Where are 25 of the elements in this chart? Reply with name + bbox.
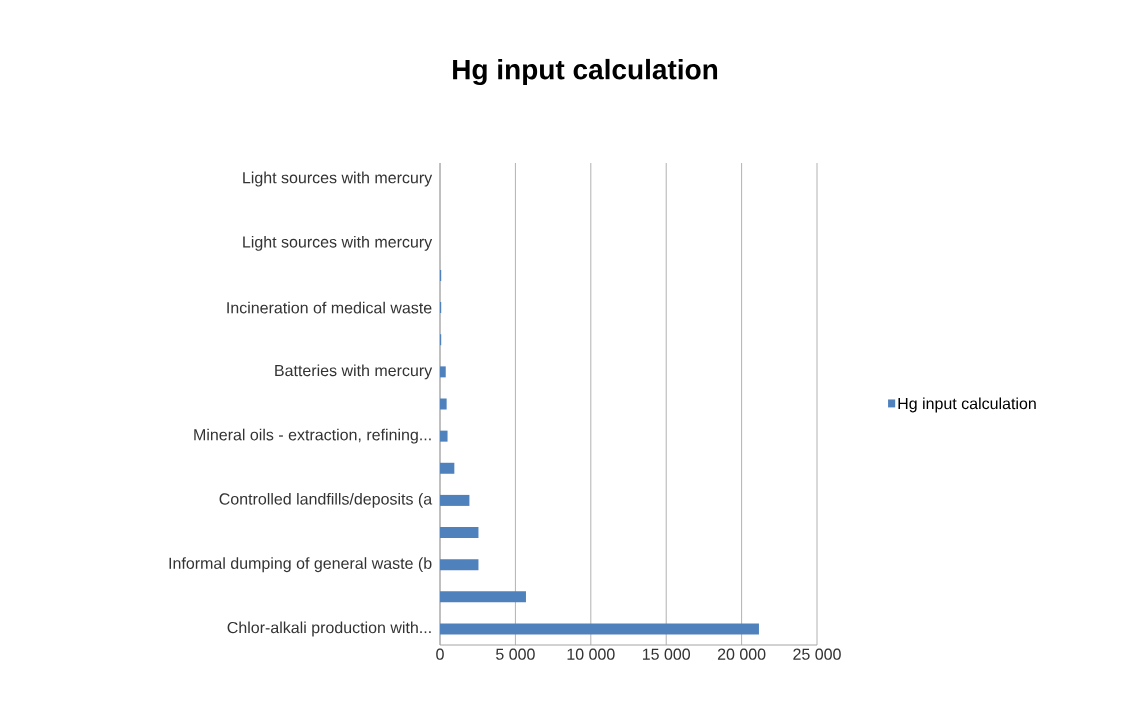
bar xyxy=(440,462,455,474)
y-tick-label: Controlled landfills/deposits (a xyxy=(219,492,433,508)
x-tick-label: 10 000 xyxy=(567,648,615,660)
y-tick-label: Mineral oils - extraction, refining... xyxy=(194,428,431,444)
x-tick-label: 0 xyxy=(436,648,444,660)
x-tick-label: 25 000 xyxy=(793,648,841,660)
bar xyxy=(440,559,479,571)
chart-title: Hg input calculation xyxy=(453,58,718,86)
x-tick-label: 5 000 xyxy=(496,648,535,660)
y-tick-label: Informal dumping of general waste (b xyxy=(169,557,432,573)
bar xyxy=(440,430,448,442)
bar xyxy=(440,527,479,539)
legend-label: Hg input calculation xyxy=(898,397,1036,413)
y-tick-label: Incineration of medical waste xyxy=(227,301,432,314)
bar xyxy=(440,623,759,635)
y-tick-label: Batteries with mercury xyxy=(275,364,433,380)
y-tick-label: Chlor-alkali production with... xyxy=(227,621,431,637)
bar xyxy=(440,591,526,603)
bar xyxy=(440,398,447,410)
y-tick-label: Light sources with mercury xyxy=(243,235,433,251)
y-tick-label: Light sources with mercury xyxy=(243,171,433,187)
bar xyxy=(440,494,470,506)
x-tick-label: 20 000 xyxy=(717,648,766,660)
bar xyxy=(440,366,446,378)
x-tick-label: 15 000 xyxy=(642,648,691,660)
